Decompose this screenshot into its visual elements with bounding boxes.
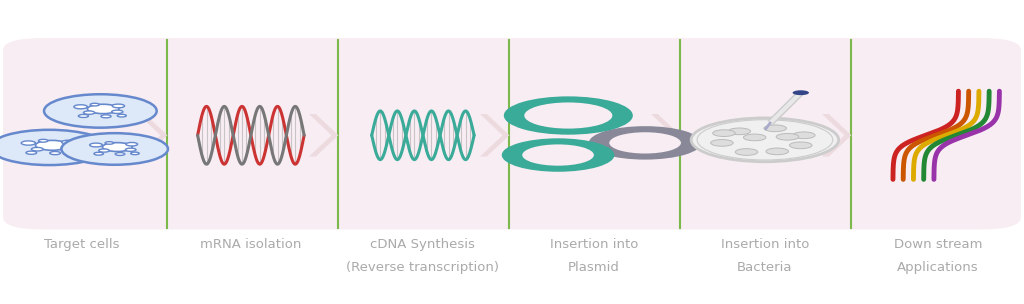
Circle shape — [32, 147, 43, 151]
Circle shape — [117, 114, 126, 117]
Circle shape — [50, 151, 60, 155]
Circle shape — [98, 149, 110, 152]
Circle shape — [26, 151, 37, 154]
Polygon shape — [822, 114, 851, 157]
Circle shape — [102, 143, 132, 151]
Circle shape — [90, 143, 102, 147]
Text: Applications: Applications — [897, 261, 979, 274]
Polygon shape — [309, 114, 338, 157]
Circle shape — [589, 126, 701, 160]
Circle shape — [126, 143, 137, 146]
Circle shape — [793, 90, 809, 95]
Circle shape — [766, 148, 788, 155]
Circle shape — [713, 130, 735, 136]
Circle shape — [105, 142, 114, 144]
Circle shape — [0, 130, 109, 165]
Circle shape — [87, 104, 119, 114]
Circle shape — [84, 111, 95, 114]
Circle shape — [125, 148, 136, 151]
Circle shape — [697, 120, 833, 160]
Circle shape — [504, 96, 633, 135]
Text: Insertion into: Insertion into — [550, 238, 638, 251]
Circle shape — [743, 134, 766, 141]
Text: mRNA isolation: mRNA isolation — [201, 238, 301, 251]
Circle shape — [61, 133, 168, 165]
Circle shape — [39, 139, 48, 142]
Circle shape — [116, 153, 125, 155]
Circle shape — [131, 152, 139, 155]
Circle shape — [61, 147, 73, 150]
Circle shape — [524, 102, 612, 129]
FancyBboxPatch shape — [3, 38, 1021, 230]
Text: Insertion into: Insertion into — [721, 238, 809, 251]
Circle shape — [67, 151, 77, 154]
Circle shape — [793, 132, 815, 139]
Text: Plasmid: Plasmid — [568, 261, 620, 274]
Text: (Reverse transcription): (Reverse transcription) — [346, 261, 500, 274]
Circle shape — [112, 110, 123, 113]
Circle shape — [522, 144, 594, 166]
Circle shape — [113, 104, 125, 108]
Circle shape — [22, 141, 36, 145]
Text: Bacteria: Bacteria — [737, 261, 793, 274]
Text: cDNA Synthesis: cDNA Synthesis — [371, 238, 475, 251]
Circle shape — [101, 115, 111, 118]
Circle shape — [609, 132, 681, 154]
Circle shape — [90, 103, 99, 106]
Circle shape — [36, 140, 69, 150]
Circle shape — [74, 105, 87, 109]
Circle shape — [94, 152, 103, 155]
Polygon shape — [651, 114, 680, 157]
Circle shape — [790, 142, 812, 149]
Circle shape — [764, 125, 786, 132]
Circle shape — [502, 138, 614, 172]
Text: Target cells: Target cells — [44, 238, 120, 251]
Circle shape — [79, 115, 88, 117]
Circle shape — [728, 128, 751, 135]
Circle shape — [61, 140, 75, 144]
Circle shape — [44, 94, 157, 128]
Circle shape — [735, 149, 758, 155]
Text: Down stream: Down stream — [894, 238, 982, 251]
Circle shape — [691, 118, 839, 162]
Circle shape — [711, 140, 733, 146]
Polygon shape — [138, 114, 167, 157]
Polygon shape — [480, 114, 509, 157]
Circle shape — [776, 133, 799, 140]
